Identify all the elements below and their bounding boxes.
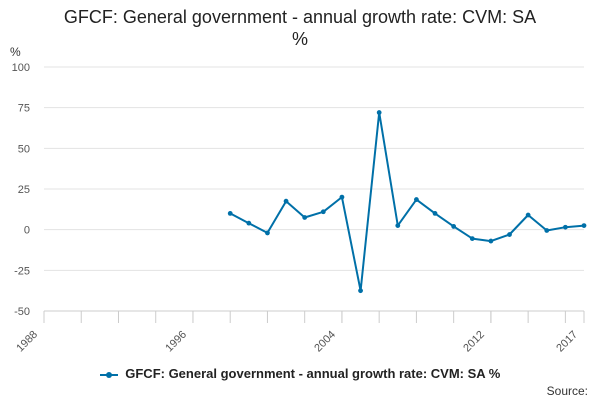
legend-label: GFCF: General government - annual growth… — [125, 366, 501, 381]
data-point[interactable] — [302, 215, 308, 220]
data-point[interactable] — [507, 232, 512, 237]
data-point[interactable] — [525, 212, 531, 218]
data-point[interactable] — [376, 110, 382, 115]
data-point[interactable] — [283, 198, 289, 204]
data-point[interactable] — [581, 223, 587, 229]
y-axis-ticks: 100 75 50 25 0 -25 -50 — [12, 62, 30, 318]
y-tick-label: 100 — [12, 62, 30, 74]
source-label: Source: — [546, 384, 588, 398]
data-point[interactable] — [544, 228, 550, 233]
data-point[interactable] — [358, 288, 363, 294]
data-point[interactable] — [451, 224, 457, 229]
y-tick-label: -50 — [14, 306, 30, 318]
data-point[interactable] — [414, 197, 419, 202]
y-tick-label: 0 — [24, 225, 30, 237]
x-tick-label: 1988 — [14, 329, 40, 355]
data-point[interactable] — [432, 211, 438, 216]
data-point[interactable] — [339, 194, 345, 200]
y-tick-label: 50 — [18, 143, 30, 155]
chart-title: GFCF: General government - annual growth… — [0, 6, 600, 50]
y-tick-label: 25 — [18, 184, 30, 196]
y-tick-label: -25 — [14, 265, 30, 277]
x-tick-label: 2017 — [554, 329, 580, 355]
data-point[interactable] — [246, 220, 252, 226]
chart-title-line2: % — [291, 29, 308, 49]
chart-title-line1: GFCF: General government - annual growth… — [63, 7, 537, 27]
x-axis: 1988 1996 2004 2012 2017 — [14, 310, 585, 355]
gridlines — [44, 66, 584, 312]
data-point[interactable] — [227, 211, 233, 216]
data-point[interactable] — [469, 236, 475, 242]
y-tick-label: 75 — [18, 103, 30, 115]
legend[interactable]: GFCF: General government - annual growth… — [0, 366, 600, 381]
legend-swatch-icon — [99, 371, 118, 378]
data-point[interactable] — [562, 224, 568, 230]
data-point[interactable] — [488, 238, 494, 244]
series-layer — [227, 110, 587, 294]
data-point[interactable] — [265, 230, 270, 236]
y-axis-unit-label: % — [10, 45, 21, 59]
x-tick-label: 1996 — [163, 329, 189, 355]
x-tick-label: 2012 — [461, 329, 487, 355]
x-tick-label: 2004 — [312, 329, 338, 355]
series-line — [229, 111, 585, 292]
data-point[interactable] — [320, 209, 326, 215]
data-point[interactable] — [395, 223, 401, 229]
